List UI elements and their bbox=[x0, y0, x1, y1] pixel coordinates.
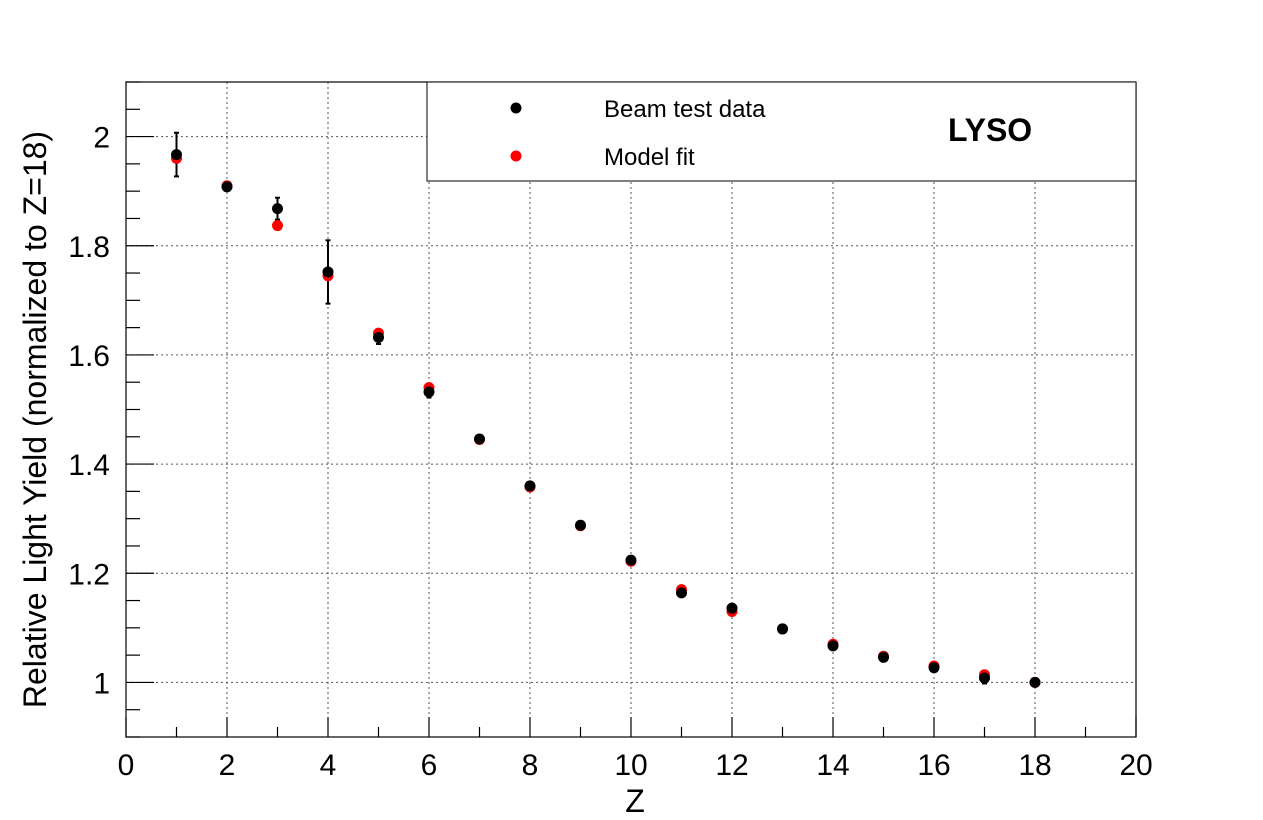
beam-test-data-point bbox=[221, 181, 233, 193]
x-tick-label: 4 bbox=[320, 749, 337, 782]
x-tick-label: 10 bbox=[614, 749, 647, 782]
beam-test-data-point bbox=[979, 672, 990, 684]
beam-test-data-point bbox=[272, 203, 283, 215]
beam-test-data-point bbox=[474, 433, 485, 445]
beam-test-data-point bbox=[827, 640, 839, 652]
beam-test-data-point bbox=[575, 519, 586, 531]
x-tick-label: 8 bbox=[522, 749, 539, 782]
x-tick-label: 16 bbox=[917, 749, 950, 782]
y-tick-labels: 1 1.2 1.4 1.6 1.8 2 bbox=[68, 122, 110, 701]
beam-test-data-point bbox=[777, 623, 788, 635]
axis-ticks bbox=[125, 81, 1137, 738]
y-tick-label: 1.4 bbox=[68, 449, 110, 482]
x-tick-label: 0 bbox=[118, 749, 135, 782]
y-tick-label: 1 bbox=[93, 667, 110, 700]
x-tick-label: 14 bbox=[816, 749, 849, 782]
legend-entry-beam-test-data: Beam test data bbox=[604, 96, 766, 123]
legend-marker-beam-test-data bbox=[510, 102, 522, 114]
beam-test-data-point bbox=[625, 554, 637, 566]
x-axis-title: Z bbox=[625, 783, 645, 819]
x-tick-labels: 0 2 4 6 8 10 12 14 16 18 20 bbox=[118, 749, 1153, 782]
beam-test-data-point bbox=[676, 587, 687, 599]
beam-test-data-point bbox=[322, 266, 334, 278]
y-tick-label: 1.6 bbox=[68, 340, 110, 373]
model-fit-point bbox=[272, 220, 283, 232]
beam-test-data-point bbox=[1029, 676, 1041, 688]
legend-box bbox=[426, 81, 1137, 182]
x-tick-label: 6 bbox=[421, 749, 438, 782]
x-tick-label: 20 bbox=[1119, 749, 1152, 782]
data-points bbox=[171, 149, 1041, 688]
x-tick-label: 12 bbox=[715, 749, 748, 782]
beam-test-data-point bbox=[171, 149, 182, 161]
beam-test-data-point bbox=[524, 480, 536, 492]
beam-test-data-point bbox=[878, 651, 889, 663]
annotation-lyso: LYSO bbox=[948, 112, 1032, 148]
beam-test-data-point bbox=[423, 386, 435, 398]
x-tick-label: 2 bbox=[219, 749, 236, 782]
y-tick-label: 2 bbox=[93, 122, 110, 155]
y-tick-label: 1.8 bbox=[68, 231, 110, 264]
y-axis-title: Relative Light Yield (normalized to Z=18… bbox=[17, 131, 53, 708]
beam-test-data-point bbox=[373, 331, 384, 343]
beam-test-data-point bbox=[726, 602, 738, 614]
x-tick-label: 18 bbox=[1018, 749, 1051, 782]
legend-marker-model-fit bbox=[510, 150, 522, 162]
legend: Beam test data Model fit LYSO bbox=[426, 81, 1137, 182]
y-tick-label: 1.2 bbox=[68, 558, 110, 591]
beam-test-data-point bbox=[928, 662, 940, 674]
legend-entry-model-fit: Model fit bbox=[604, 144, 695, 171]
